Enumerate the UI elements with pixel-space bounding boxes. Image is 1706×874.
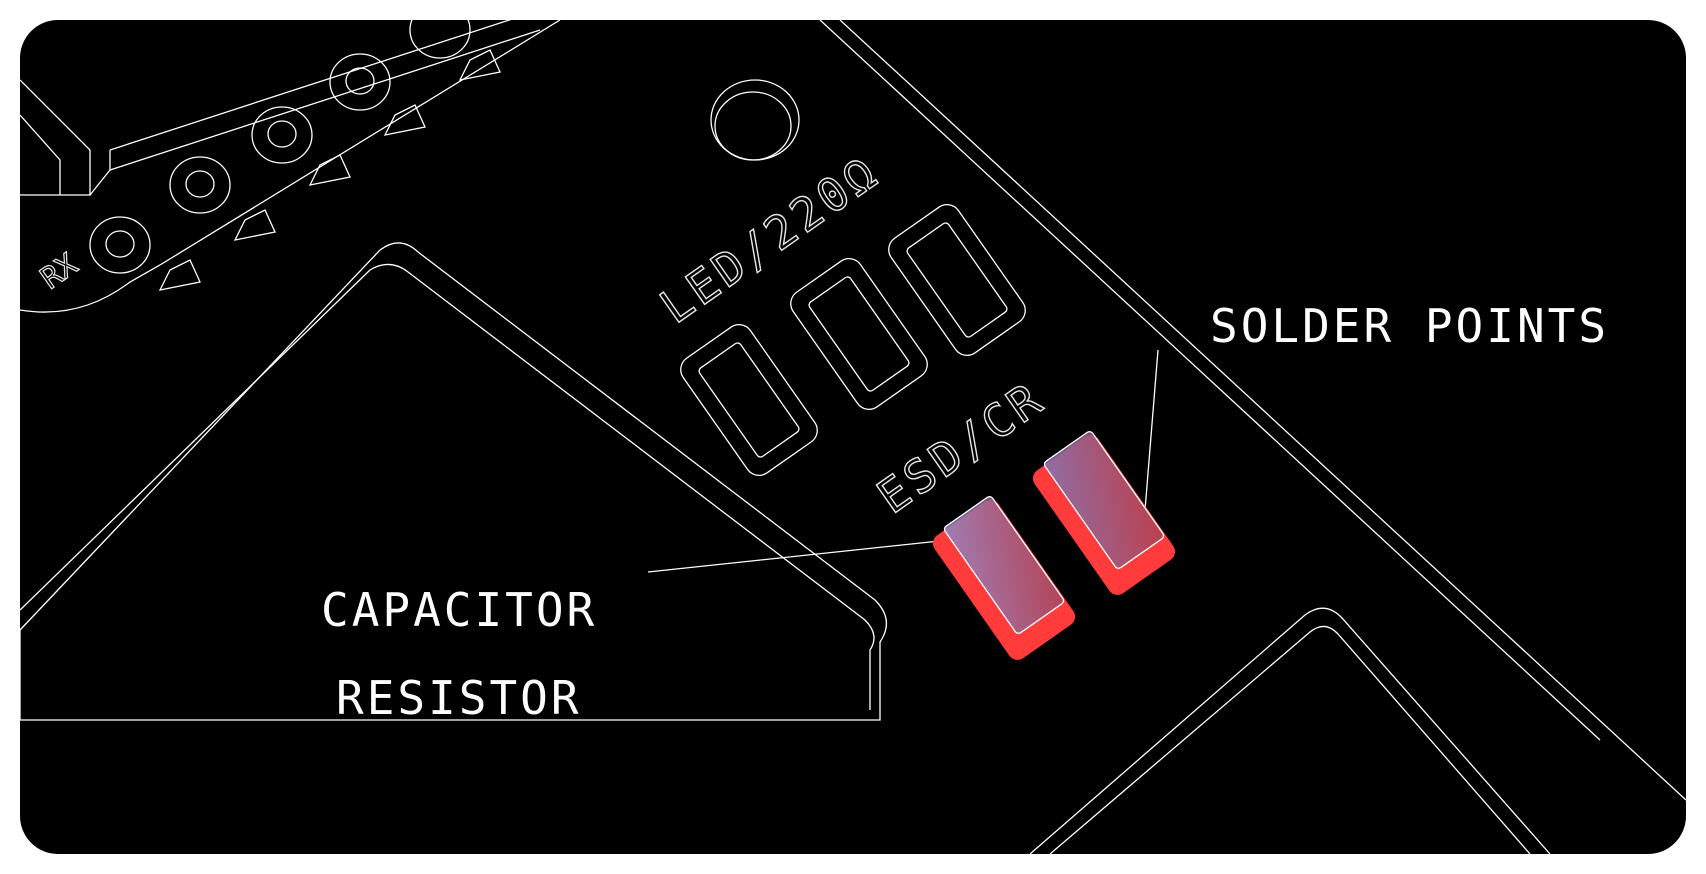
lower-pad-outline: [1049, 625, 1531, 854]
resistor-component: [1032, 431, 1176, 595]
led-resistor-3: [888, 203, 1026, 357]
pcb-drawing: RX LED/220Ω ESD/CR: [20, 20, 1686, 854]
solder-points-label: SOLDER POINTS: [1210, 299, 1610, 353]
board-edge-line: [839, 20, 1686, 801]
capacitor-body: [943, 496, 1065, 634]
mounting-hole-inner: [714, 91, 792, 161]
lower-pad-outline: [1029, 607, 1551, 854]
solder-points-leader: [1142, 349, 1159, 536]
led-resistor-1: [680, 323, 818, 477]
header-pins: [20, 20, 561, 313]
board-edge-line: [819, 20, 1601, 741]
resistor-label: RESISTOR: [336, 671, 582, 725]
resistor-body: [1043, 431, 1165, 569]
capacitor-component: [932, 496, 1076, 660]
large-pad-outline: [20, 242, 887, 721]
large-pad-outline: [369, 263, 875, 710]
diagram-panel: RX LED/220Ω ESD/CR: [20, 20, 1686, 854]
large-pad-outline: [20, 269, 371, 611]
silkscreen-led: LED/220Ω: [650, 144, 889, 334]
capacitor-label: CAPACITOR: [321, 583, 598, 637]
silkscreen-rx: RX: [35, 247, 85, 296]
led-resistor-2: [790, 257, 928, 411]
